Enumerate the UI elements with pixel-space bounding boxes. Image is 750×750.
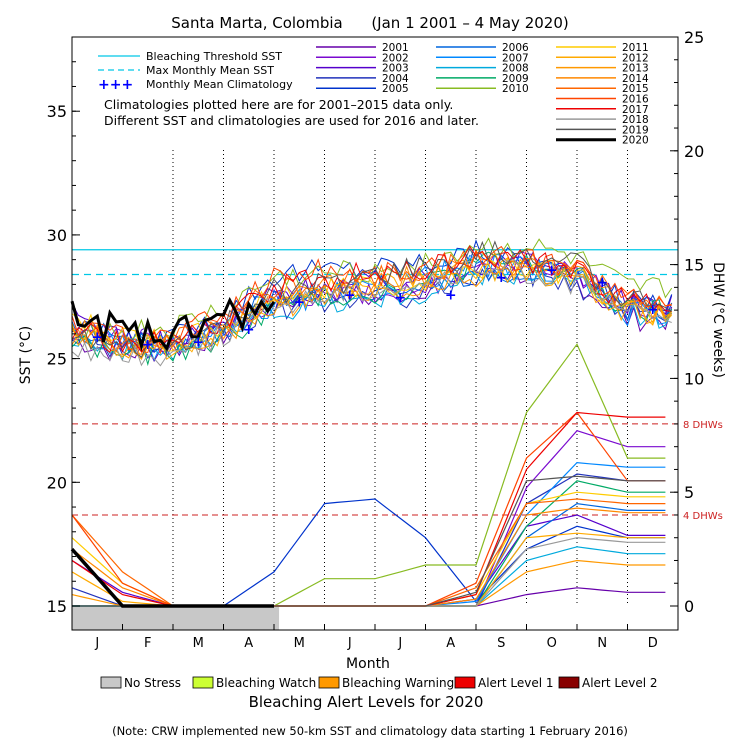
left-tick-label: 25	[47, 350, 67, 369]
left-tick-label: 20	[47, 473, 67, 492]
legend-label-2004: 2004	[382, 73, 409, 85]
sst-line-2015	[71, 250, 672, 355]
legend-label-2006: 2006	[502, 42, 529, 54]
month-label: M	[193, 636, 204, 651]
legend-mmm-label: Max Monthly Mean SST	[146, 64, 274, 77]
climatology-point: +	[293, 295, 305, 311]
legend-label-2008: 2008	[502, 63, 529, 75]
legend-label-2017: 2017	[622, 104, 649, 116]
month-label: S	[497, 636, 505, 651]
legend-climatology-label: Monthly Mean Climatology	[146, 78, 293, 91]
climatology-point: +	[445, 287, 457, 303]
climatology-point: +	[596, 275, 608, 291]
legend-label-2020: 2020	[622, 135, 649, 147]
legend-label-2009: 2009	[502, 73, 529, 85]
right-axis-label: DHW (°C weeks)	[710, 262, 726, 378]
right-tick-label: 5	[684, 483, 694, 502]
legend-label-2010: 2010	[502, 83, 529, 95]
left-tick-label: 15	[47, 597, 67, 616]
legend-label-2012: 2012	[622, 52, 649, 64]
alert-swatch	[558, 676, 580, 689]
climatology-point: +	[91, 329, 103, 345]
alert-swatch	[100, 676, 122, 689]
right-tick-label: 10	[684, 369, 704, 388]
climatology-point: +	[192, 334, 204, 350]
legend-label-2019: 2019	[622, 124, 649, 136]
legend-label-2003: 2003	[382, 63, 409, 75]
sst-line-2020	[70, 296, 276, 352]
plot-area: 8 DHWs 4 DHWs + + + + + + + + + + + +	[70, 150, 723, 630]
chart-title: Santa Marta, Colombia (Jan 1 2001 – 4 Ma…	[171, 14, 568, 32]
legend-label-2014: 2014	[622, 73, 649, 85]
legend-label-2007: 2007	[502, 52, 529, 64]
legend-label-2015: 2015	[622, 83, 649, 95]
climatology-point: +	[546, 263, 558, 279]
sst-line-2017	[71, 245, 672, 354]
right-tick-label: 25	[684, 28, 704, 47]
legend-label-2005: 2005	[382, 83, 409, 95]
legend-threshold-label: Bleaching Threshold SST	[146, 50, 282, 63]
month-label: F	[144, 636, 151, 651]
month-label: J	[347, 636, 352, 651]
month-label: A	[244, 636, 253, 651]
left-tick-label: 35	[47, 102, 67, 121]
climatology-point: +	[394, 290, 406, 306]
legend-label-2013: 2013	[622, 63, 649, 75]
alert-title: Bleaching Alert Levels for 2020	[249, 693, 484, 711]
month-label: D	[648, 636, 658, 651]
sst-line-2019	[71, 240, 672, 358]
climatology-point: +	[647, 302, 659, 318]
right-tick-label: 0	[684, 597, 694, 616]
sst-line-2014	[71, 251, 672, 356]
sst-line-2011	[71, 256, 673, 353]
alert-label: Alert Level 2	[582, 676, 658, 690]
left-axis-label: SST (°C)	[18, 326, 34, 384]
legend-label-2002: 2002	[382, 52, 409, 64]
footnote: (Note: CRW implemented new 50-km SST and…	[112, 724, 628, 738]
axes: 15 20 25 30 35 0 5 10 15 20 25 J F M A M J J A S O N D	[47, 28, 705, 651]
alert-bar-no-stress	[72, 606, 280, 630]
month-label: J	[94, 636, 99, 651]
climatology-point: +	[344, 287, 356, 303]
month-label: O	[547, 636, 557, 651]
alert-label: Alert Level 1	[478, 676, 554, 690]
alert-label: No Stress	[124, 676, 181, 690]
legend-climatology-swatch: +++	[98, 77, 133, 93]
month-label: N	[597, 636, 607, 651]
note-line-1: Climatologies plotted here are for 2001–…	[104, 97, 453, 112]
right-tick-label: 20	[684, 142, 704, 161]
alert-swatch	[454, 676, 476, 689]
right-tick-label: 15	[684, 256, 704, 275]
month-label: A	[446, 636, 455, 651]
dhw-4-label: 4 DHWs	[683, 511, 723, 522]
legend-label-2016: 2016	[622, 94, 649, 106]
reference-legend: Bleaching Threshold SST Max Monthly Mean…	[98, 50, 293, 93]
alert-swatch	[192, 676, 214, 689]
dhw-line-2020	[70, 547, 274, 608]
note-line-2: Different SST and climatologies are used…	[104, 113, 479, 128]
alert-legend: No Stress Bleaching Watch Bleaching Warnin…	[100, 676, 658, 690]
alert-label: Bleaching Warning	[342, 676, 454, 690]
alert-label: Bleaching Watch	[216, 676, 316, 690]
alert-swatch	[318, 676, 340, 689]
month-label: M	[294, 636, 305, 651]
sst-line-2018	[71, 258, 672, 367]
legend-label-2011: 2011	[622, 42, 649, 54]
legend-label-2001: 2001	[382, 42, 409, 54]
climatology-point: +	[495, 270, 507, 286]
climatology-point: +	[142, 337, 154, 353]
left-tick-label: 30	[47, 226, 67, 245]
month-label: J	[397, 636, 402, 651]
climatology-point: +	[243, 322, 255, 338]
dhw-8-label: 8 DHWs	[683, 420, 723, 431]
legend-label-2018: 2018	[622, 114, 649, 126]
x-axis-label: Month	[346, 656, 390, 672]
